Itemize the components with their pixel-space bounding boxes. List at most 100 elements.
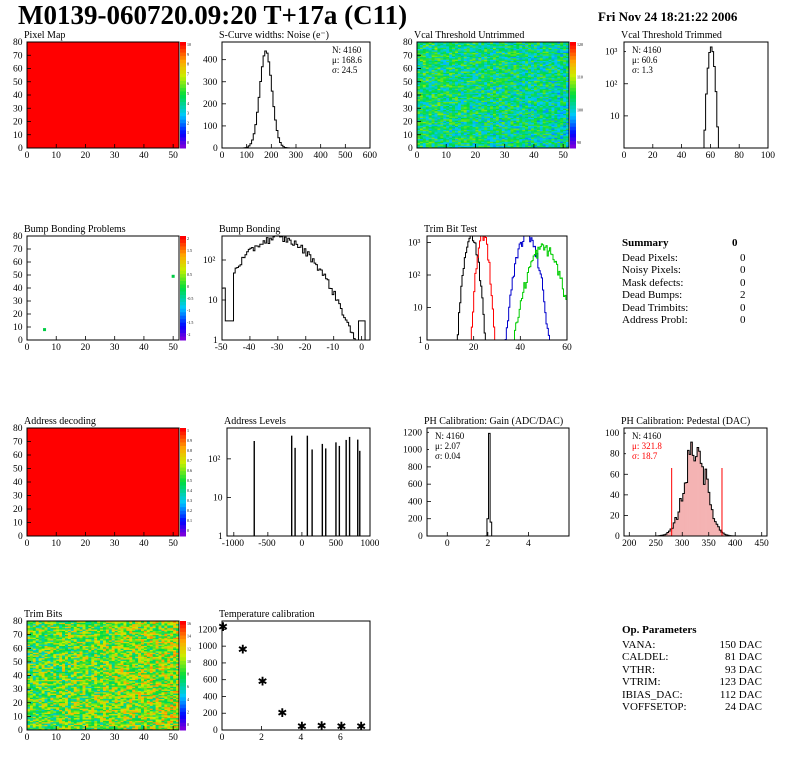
heatmap-cell	[29, 630, 34, 633]
heatmap-cell	[463, 75, 468, 77]
heatmap-cell	[560, 56, 564, 59]
heatmap-cell	[536, 133, 541, 136]
heatmap-cell	[484, 42, 488, 44]
heatmap-cell	[545, 116, 549, 118]
heatmap-cell	[32, 665, 37, 668]
heatmap-cell	[566, 105, 570, 108]
heatmap-cell	[536, 128, 541, 130]
heatmap-cell	[490, 68, 494, 71]
heatmap-cell	[449, 97, 453, 100]
heatmap-cell	[457, 64, 462, 67]
heatmap-cell	[472, 52, 476, 55]
heatmap-cell	[428, 52, 433, 55]
heatmap-cell	[449, 85, 453, 88]
heatmap-cell	[475, 120, 479, 122]
heatmap-cell	[27, 640, 31, 642]
heatmap-cell	[455, 43, 459, 46]
heatmap-cell	[551, 87, 555, 89]
heatmap-cell	[484, 116, 488, 118]
heatmap-cell	[554, 140, 558, 142]
heatmap-cell	[510, 95, 514, 97]
heatmap-cell	[446, 133, 450, 136]
heatmap-cell	[469, 47, 473, 50]
heatmap-cell	[490, 114, 494, 117]
y-tick-label: 1200	[403, 428, 422, 438]
heatmap-cell	[551, 129, 555, 132]
heatmap-cell	[493, 80, 497, 83]
heatmap-cell	[431, 77, 435, 80]
heatmap-cell	[510, 118, 514, 121]
heatmap-cell	[422, 137, 427, 140]
heatmap-cell	[510, 73, 514, 76]
heatmap-cell	[449, 76, 453, 79]
stats-box	[326, 43, 368, 77]
heatmap-cell	[551, 73, 555, 76]
heatmap-cell	[417, 55, 421, 57]
heatmap-cell	[501, 124, 506, 126]
heatmap-cell	[522, 76, 526, 79]
heatmap-cell	[525, 60, 529, 63]
heatmap-cell	[545, 75, 549, 77]
heatmap-cell	[431, 114, 435, 117]
heatmap-cell	[463, 43, 468, 46]
heatmap-cell	[478, 76, 482, 79]
heatmap-cell	[428, 47, 433, 50]
heatmap-cell	[446, 75, 450, 77]
color-scale-label: 0.2	[187, 508, 192, 513]
heatmap-cell	[419, 69, 424, 72]
heatmap-cell	[29, 723, 34, 725]
heatmap-cell	[460, 137, 465, 140]
heatmap-cell	[548, 126, 552, 129]
heatmap-cell	[566, 56, 570, 59]
heatmap-cell	[525, 138, 529, 141]
heatmap-cell	[510, 100, 514, 103]
heatmap-cell	[481, 72, 485, 75]
heatmap-cell	[32, 678, 37, 680]
heatmap-cell	[452, 84, 456, 87]
heatmap-cell	[481, 140, 485, 142]
heatmap-cell	[29, 622, 34, 625]
heatmap-cell	[533, 55, 538, 57]
heatmap-cell	[29, 712, 34, 715]
heatmap-cell	[463, 61, 468, 64]
heatmap-cell	[522, 85, 526, 88]
heatmap-cell	[493, 69, 497, 72]
heatmap-cell	[554, 95, 558, 97]
heatmap-cell	[560, 77, 564, 80]
heatmap-cell	[566, 141, 570, 144]
heatmap-cell	[528, 108, 532, 110]
color-scale-step	[180, 66, 186, 71]
heatmap-cell	[513, 116, 517, 118]
heatmap-cell	[542, 71, 547, 73]
heatmap-cell	[428, 45, 433, 48]
heatmap-cell	[528, 43, 532, 46]
heatmap-cell	[533, 128, 538, 130]
heatmap-cell	[478, 71, 482, 73]
heatmap-cell	[536, 118, 541, 121]
heatmap-cell	[422, 144, 427, 146]
heatmap-cell	[542, 145, 547, 148]
pixel-map-title: Pixel Map	[24, 30, 65, 41]
heatmap-cell	[504, 63, 509, 65]
heatmap-cell	[548, 69, 552, 72]
heatmap-cell	[29, 679, 34, 682]
heatmap-cell	[29, 633, 34, 636]
heatmap-cell	[560, 68, 564, 71]
heatmap-cell	[522, 108, 526, 110]
heatmap-cell	[29, 631, 34, 634]
heatmap-cell	[545, 114, 549, 117]
heatmap-cell	[475, 140, 479, 142]
heatmap-cell	[495, 69, 500, 72]
heatmap-cell	[463, 120, 468, 122]
heatmap-cell	[419, 142, 424, 145]
heatmap-cell	[452, 126, 456, 129]
heatmap-cell	[533, 95, 538, 97]
heatmap-cell	[29, 668, 34, 671]
stats-entry: N: 4160	[435, 431, 465, 441]
heatmap-cell	[437, 59, 441, 61]
heatmap-cell	[449, 140, 453, 142]
heatmap-cell	[460, 116, 465, 118]
heatmap-cell	[455, 91, 459, 93]
heatmap-cell	[566, 72, 570, 75]
heatmap-cell	[498, 124, 503, 126]
